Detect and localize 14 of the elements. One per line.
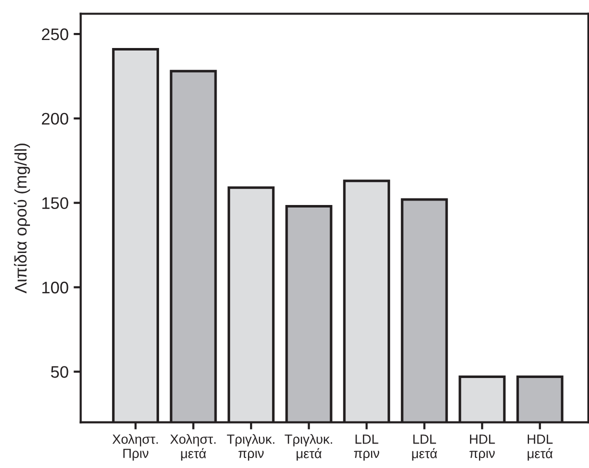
y-tick-label: 250 — [42, 28, 68, 40]
y-tick-label: 150 — [42, 197, 68, 210]
x-tick-label: HDL μετά — [528, 434, 553, 461]
x-tick-label: HDL πριν — [470, 434, 495, 461]
x-tick-label: Τριγλυκ. μετά — [284, 434, 332, 461]
x-tick-label: LDL πριν — [354, 434, 380, 461]
y-axis-title: Λιπίδια ορού (mg/dl) — [14, 144, 30, 294]
y-tick-label: 200 — [42, 112, 68, 125]
x-tick-label: Τριγλυκ. πριν — [226, 434, 274, 461]
y-tick-label: 100 — [42, 282, 68, 294]
x-tick-label: Χοληστ. Πριν — [112, 434, 158, 461]
y-tick-label: 50 — [51, 366, 68, 378]
x-tick-label: LDL μετά — [412, 434, 438, 461]
x-tick-label: Χοληστ. μετά — [170, 434, 216, 461]
